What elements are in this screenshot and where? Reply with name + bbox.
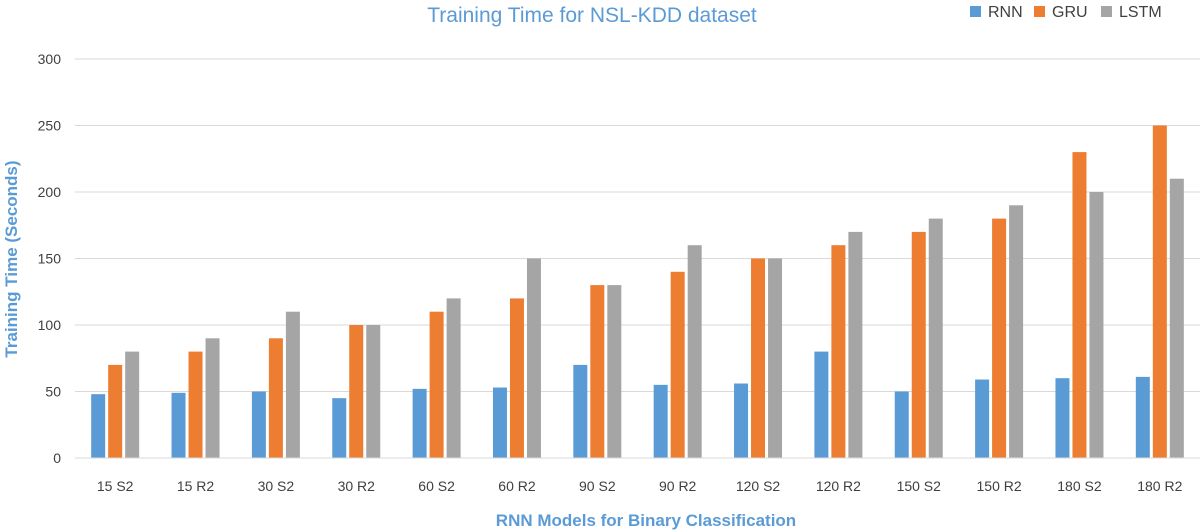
x-axis-ticks: 15 S2 15 R2 30 S2 30 R2 60 S2 60 R2 90 S2 90 R2…	[97, 478, 1183, 494]
bar-lstm	[687, 245, 702, 458]
x-tick-label: 180 R2	[1137, 478, 1182, 494]
gridlines	[75, 58, 1200, 392]
y-axis-ticks: 0 50 100 150 200 250 300	[38, 51, 62, 466]
y-tick-label: 50	[45, 384, 61, 400]
bar-gru	[1152, 125, 1167, 458]
chart-title: Training Time for NSL-KDD dataset	[427, 4, 757, 27]
x-tick-label: 15 R2	[177, 478, 215, 494]
bar-lstm	[607, 285, 622, 458]
x-tick-label: 120 R2	[816, 478, 861, 494]
bar-gru	[751, 258, 766, 458]
x-tick-label: 120 S2	[736, 478, 781, 494]
bar-lstm	[928, 218, 943, 458]
x-axis-title: RNN Models for Binary Classification	[496, 511, 796, 530]
x-tick-label: 30 R2	[338, 478, 376, 494]
x-tick-label: 60 S2	[418, 478, 455, 494]
bar-gru	[509, 298, 524, 458]
y-axis-title: Training Time (Seconds)	[2, 160, 21, 357]
bar-lstm	[768, 258, 783, 458]
bar-gru	[349, 325, 364, 458]
bar-gru	[268, 338, 283, 458]
x-tick-label: 60 R2	[498, 478, 536, 494]
bar-gru	[831, 245, 846, 458]
bar-rnn	[171, 392, 186, 458]
legend-label-lstm: LSTM	[1119, 4, 1162, 21]
x-tick-label: 30 S2	[258, 478, 295, 494]
bar-gru	[108, 364, 123, 458]
x-tick-label: 150 R2	[977, 478, 1022, 494]
bar-gru	[670, 271, 685, 458]
x-tick-label: 90 R2	[659, 478, 697, 494]
bar-lstm	[285, 311, 300, 458]
x-tick-label: 90 S2	[579, 478, 616, 494]
bar-rnn	[975, 379, 990, 458]
x-tick-label: 15 S2	[97, 478, 134, 494]
bar-gru	[429, 311, 444, 458]
bar-lstm	[1089, 192, 1104, 458]
bar-gru	[992, 218, 1007, 458]
y-tick-label: 0	[53, 450, 61, 466]
bar-rnn	[1055, 378, 1070, 458]
bar-rnn	[412, 388, 427, 458]
bar-gru	[188, 351, 203, 458]
x-tick-label: 180 S2	[1057, 478, 1102, 494]
bar-gru	[911, 231, 926, 458]
bar-gru	[590, 285, 605, 458]
bar-rnn	[1135, 376, 1150, 458]
bar-rnn	[91, 394, 106, 458]
bar-lstm	[848, 231, 863, 458]
y-tick-label: 200	[38, 184, 62, 200]
y-tick-label: 100	[38, 317, 62, 333]
x-tick-label: 150 S2	[897, 478, 942, 494]
legend-swatch-gru	[1034, 6, 1045, 17]
y-tick-label: 250	[38, 118, 62, 134]
bar-lstm	[125, 351, 140, 458]
y-tick-label: 300	[38, 51, 62, 67]
legend-swatch-rnn	[970, 6, 981, 17]
bar-rnn	[251, 391, 266, 458]
bar-rnn	[814, 351, 829, 458]
legend: RNN GRU LSTM	[970, 4, 1162, 21]
bar-gru	[1072, 152, 1087, 458]
bar-rnn	[573, 364, 588, 458]
bar-rnn	[492, 387, 507, 458]
legend-swatch-lstm	[1101, 6, 1112, 17]
bar-lstm	[526, 258, 541, 458]
y-tick-label: 150	[38, 251, 62, 267]
bar-lstm	[366, 325, 381, 458]
bar-lstm	[446, 298, 461, 458]
bar-lstm	[1009, 205, 1024, 458]
bar-rnn	[332, 398, 347, 458]
bar-lstm	[1169, 178, 1184, 458]
bar-rnn	[894, 391, 909, 458]
legend-label-rnn: RNN	[988, 4, 1023, 21]
bar-rnn	[653, 384, 668, 458]
bar-lstm	[205, 338, 220, 458]
legend-label-gru: GRU	[1052, 4, 1088, 21]
bar-rnn	[734, 383, 749, 458]
bars	[91, 125, 1184, 458]
